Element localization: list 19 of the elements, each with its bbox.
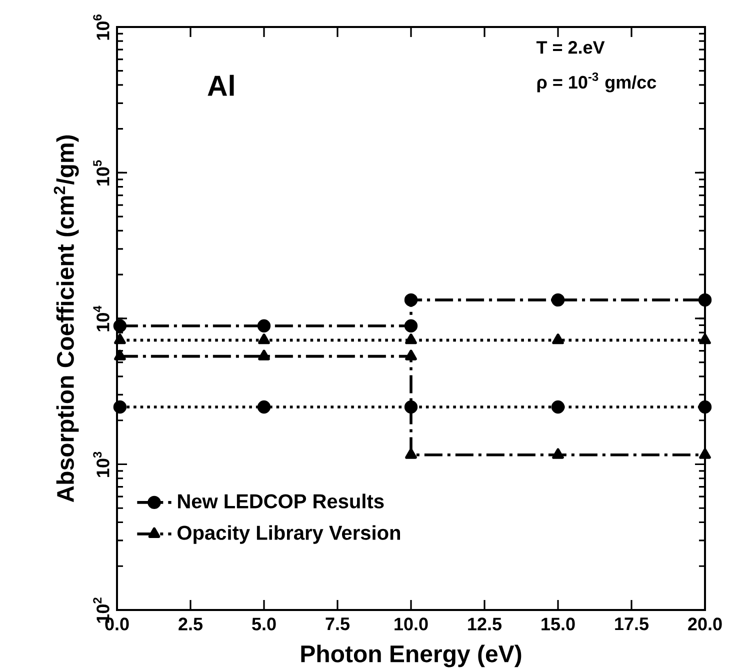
x-tick-label: 5.0 — [252, 618, 276, 630]
y-tick-label: 10$^{3}$ — [93, 452, 110, 477]
legend-label: Opacity Library Version — [178, 525, 400, 544]
x-tick-label: 17.5 — [615, 618, 649, 630]
x-axis-title: Photon Energy (eV) — [301, 644, 522, 668]
annotation: Al — [208, 74, 234, 96]
y-tick-label: 10$^{6}$ — [93, 14, 110, 40]
y-tick-label: 10$^{5}$ — [93, 160, 110, 186]
annotation: ρ = 10$^{-3}$ gm/cc — [537, 72, 656, 92]
x-tick-label: 2.5 — [178, 618, 203, 630]
x-tick-label: 15.0 — [542, 618, 575, 630]
x-tick-label: 20.0 — [688, 618, 722, 630]
y-axis-title: Absorption Coefficient (cm$^{2}$/gm) — [54, 135, 79, 502]
x-tick-label: 12.5 — [468, 618, 502, 630]
legend-label: New LEDCOP Results — [178, 494, 384, 508]
x-tick-label: 7.5 — [326, 618, 350, 630]
x-tick-label: 10.0 — [394, 618, 428, 630]
annotation: T = 2.eV — [536, 41, 605, 54]
y-tick-label: 10$^{4}$ — [93, 306, 110, 332]
